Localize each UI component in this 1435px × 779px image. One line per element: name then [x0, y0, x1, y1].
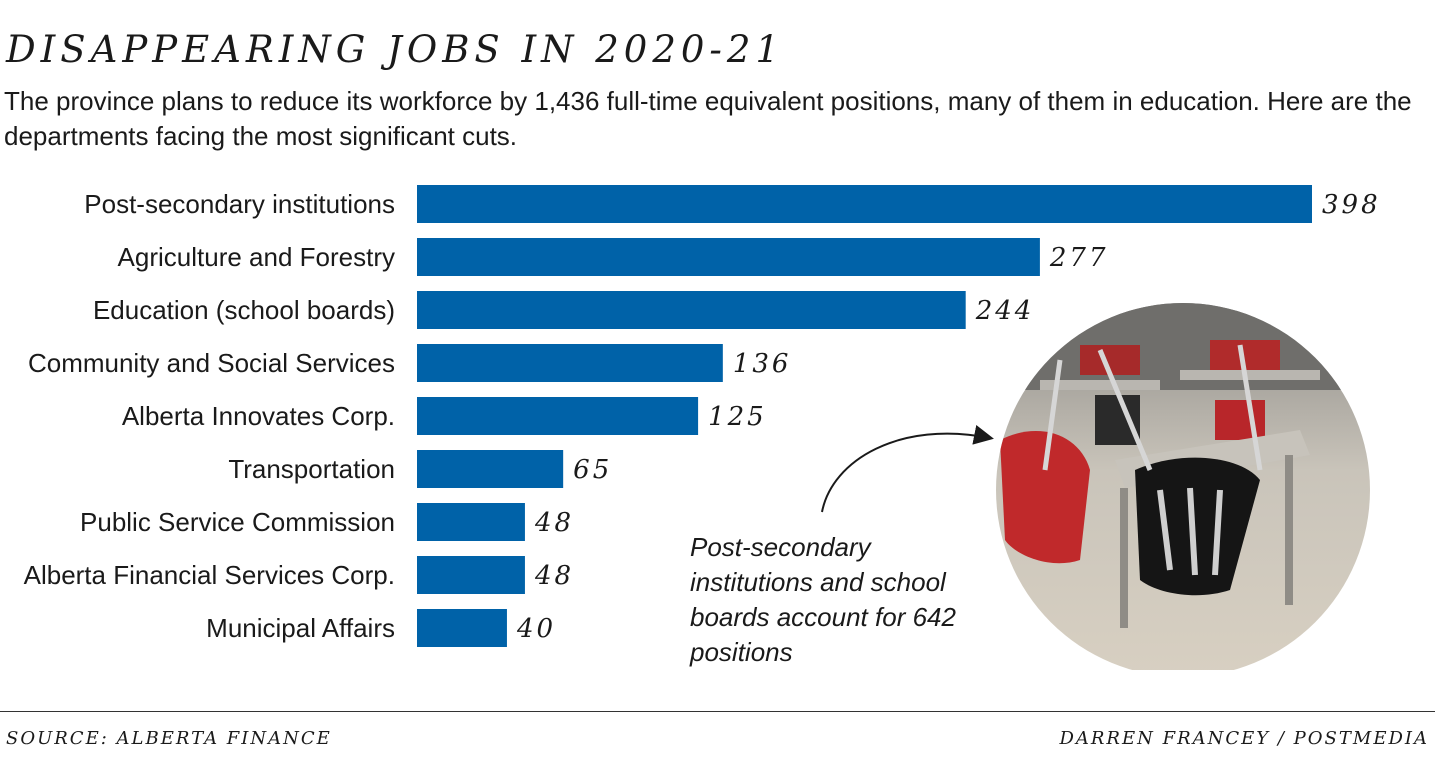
- bar: [417, 450, 564, 488]
- value-label: 244: [975, 296, 1035, 326]
- bar: [417, 291, 966, 329]
- value-label: 65: [573, 455, 612, 485]
- bar: [417, 609, 507, 647]
- category-label: Municipal Affairs: [206, 613, 395, 643]
- bar: [417, 556, 525, 594]
- value-label: 398: [1322, 190, 1381, 220]
- source-note: SOURCE: ALBERTA FINANCE: [6, 728, 332, 749]
- value-label: 277: [1049, 243, 1109, 273]
- category-label: Agriculture and Forestry: [118, 242, 395, 272]
- category-label: Public Service Commission: [80, 507, 395, 537]
- category-label: Transportation: [228, 454, 395, 484]
- bar: [417, 503, 525, 541]
- bar: [417, 185, 1312, 223]
- bar: [417, 344, 723, 382]
- classroom-photo: [996, 303, 1370, 670]
- annotation-arrow: [821, 425, 994, 513]
- value-label: 48: [534, 508, 574, 538]
- credit-note: DARREN FRANCEY / POSTMEDIA: [1059, 728, 1429, 749]
- chart-subtitle: The province plans to reduce its workfor…: [4, 86, 1412, 151]
- category-label: Education (school boards): [93, 295, 395, 325]
- bar: [417, 238, 1040, 276]
- category-label: Community and Social Services: [28, 348, 395, 378]
- chart-title: DISAPPEARING JOBS IN 2020-21: [6, 28, 784, 71]
- category-label: Post-secondary institutions: [84, 189, 395, 219]
- value-label: 125: [708, 402, 767, 432]
- bars-group: Post-secondary institutions 398 Agricultur…: [24, 185, 1381, 647]
- value-label: 136: [733, 349, 792, 379]
- category-label: Alberta Innovates Corp.: [122, 401, 395, 431]
- footer-divider: [0, 711, 1435, 712]
- bar: [417, 397, 699, 435]
- category-label: Alberta Financial Services Corp.: [24, 560, 395, 590]
- chart-annotation: Post-secondary institutions and school b…: [690, 532, 956, 667]
- value-label: 48: [534, 561, 574, 591]
- value-label: 40: [516, 614, 556, 644]
- bar-chart: Post-secondary institutions 398 Agricultur…: [24, 185, 1381, 670]
